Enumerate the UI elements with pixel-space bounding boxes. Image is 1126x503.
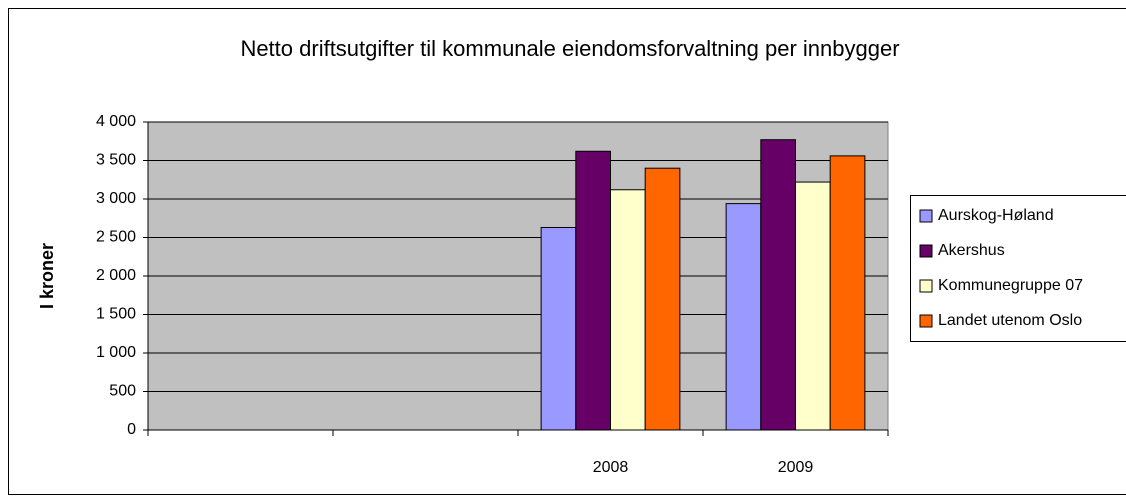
legend-swatch: [919, 279, 933, 293]
y-tick-label: 500: [109, 383, 136, 400]
bar: [795, 181, 831, 431]
y-tick-label: 3 000: [96, 190, 136, 207]
legend-label: Aurskog-Høland: [938, 207, 1054, 224]
bar: [829, 155, 866, 431]
y-axis-label: I kroner: [37, 243, 57, 309]
bar: [644, 167, 681, 431]
bar: [575, 150, 611, 431]
y-tick-label: 4 000: [96, 113, 136, 130]
legend-label: Landet utenom Oslo: [938, 312, 1082, 329]
legend-swatch: [919, 209, 933, 223]
bar: [725, 203, 762, 431]
y-tick-label: 1 500: [96, 306, 136, 323]
y-tick-label: 2 000: [96, 267, 136, 284]
x-tick-label: 2009: [778, 459, 814, 476]
legend-label: Akershus: [938, 242, 1005, 259]
legend-box: [910, 195, 1126, 342]
bar: [610, 189, 646, 431]
y-tick-label: 2 500: [96, 229, 136, 246]
x-tick-label: 2008: [593, 459, 629, 476]
bar: [540, 226, 577, 431]
y-tick-label: 1 000: [96, 344, 136, 361]
y-tick-label: 3 500: [96, 152, 136, 169]
y-tick-label: 0: [127, 421, 136, 438]
bar: [760, 139, 796, 431]
legend-label: Kommunegruppe 07: [938, 277, 1083, 294]
chart-title: Netto driftsutgifter til kommunale eiend…: [240, 36, 899, 61]
legend-swatch: [919, 314, 933, 328]
legend-swatch: [919, 244, 933, 258]
